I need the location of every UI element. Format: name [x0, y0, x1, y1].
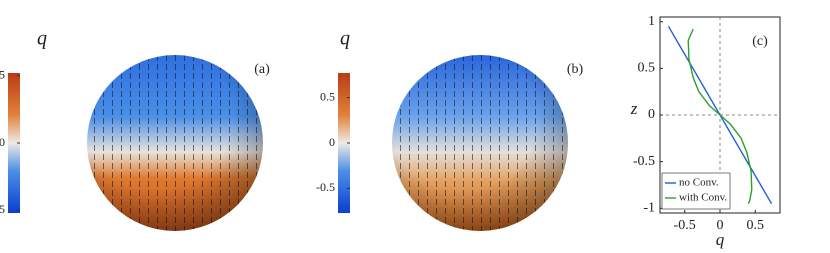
colorbar	[8, 73, 20, 213]
y-tick-label: -1	[643, 201, 655, 216]
colorbar-tick-label: -0.5	[316, 180, 335, 194]
y-tick-label: 0	[648, 107, 655, 122]
x-tick-label: 0.5	[747, 218, 765, 233]
y-axis-label: z	[630, 99, 638, 118]
colorbar-title: q	[37, 28, 47, 50]
colorbar-tick-label: -0.5	[0, 202, 5, 216]
colorbar-tick-label: 0	[0, 135, 5, 149]
colorbar-tick-label: 0	[329, 135, 335, 149]
panel-label: (a)	[254, 62, 270, 77]
colorbar-tick-label: 0.5	[0, 67, 5, 81]
x-axis-label: q	[716, 230, 725, 249]
panel-label: (b)	[567, 62, 584, 77]
panel-label: (c)	[752, 34, 768, 49]
y-tick-label: -0.5	[633, 154, 655, 169]
sphere-b	[392, 55, 568, 231]
x-tick-label: -0.5	[674, 218, 696, 233]
legend-label: no Conv.	[679, 177, 719, 189]
colorbar	[338, 73, 350, 213]
line-series	[687, 28, 753, 204]
colorbar-tick-label: 0.5	[320, 89, 335, 103]
sphere-a	[87, 55, 263, 231]
legend-box	[661, 172, 731, 210]
y-tick-label: 1	[648, 14, 655, 29]
legend-label: with Conv.	[679, 192, 727, 204]
colorbar-title: q	[340, 28, 350, 50]
x-tick-label: 0	[717, 218, 724, 233]
y-tick-label: 0.5	[638, 61, 656, 76]
